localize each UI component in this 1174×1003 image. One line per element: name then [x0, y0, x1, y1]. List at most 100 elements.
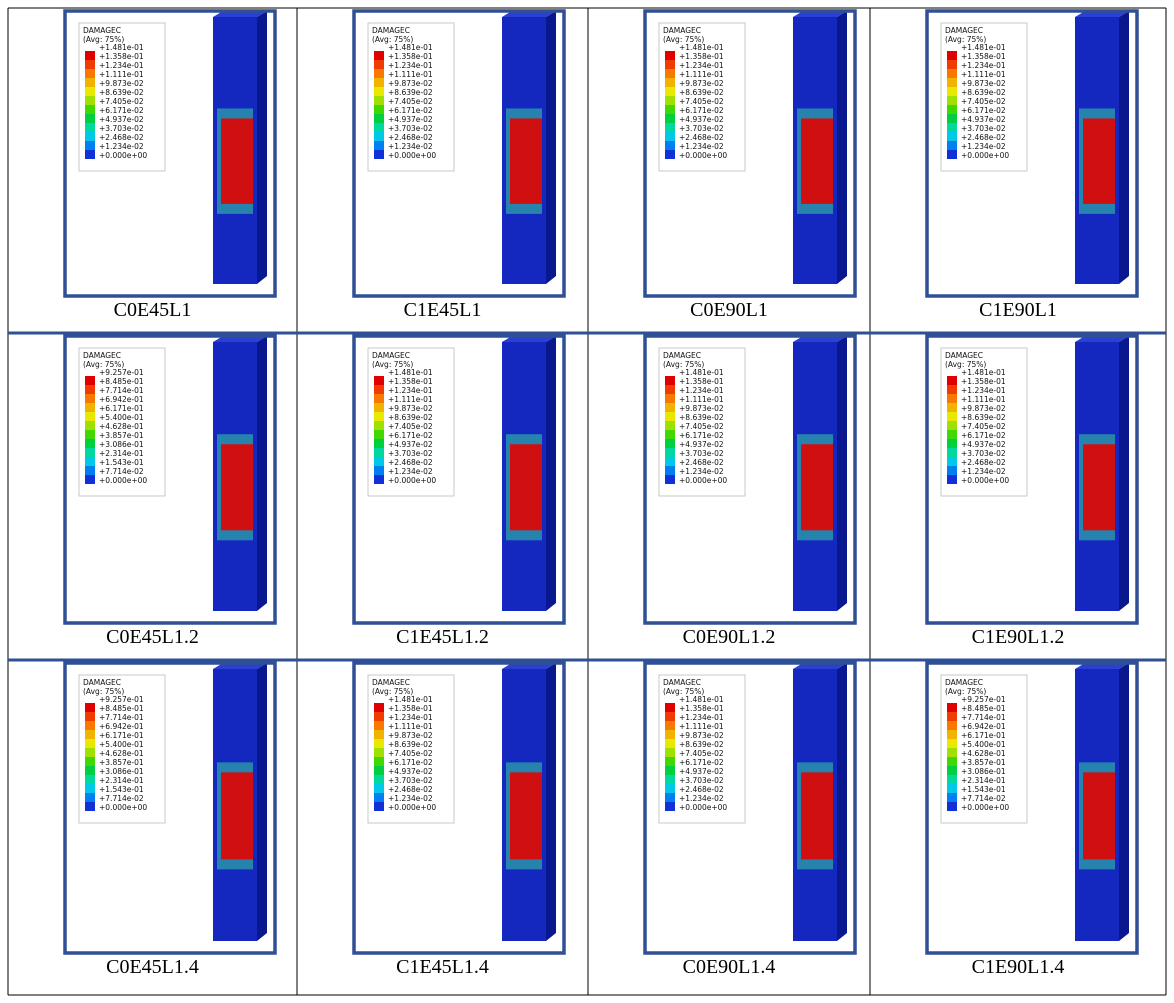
- legend-value: +3.703e-02: [388, 124, 433, 133]
- legend-value: +9.873e-02: [961, 404, 1006, 413]
- legend-title: DAMAGEC: [945, 26, 983, 35]
- legend-swatch: [665, 475, 675, 484]
- legend-swatch: [947, 457, 957, 466]
- legend-value: +0.000e+00: [679, 803, 727, 812]
- legend-value: +0.000e+00: [99, 803, 147, 812]
- legend-swatch: [665, 457, 675, 466]
- damage-zone: [510, 772, 542, 859]
- legend-swatch: [374, 448, 384, 457]
- legend-swatch: [374, 376, 384, 385]
- legend-value: +2.468e-02: [961, 458, 1006, 467]
- legend-value: +7.405e-02: [961, 97, 1006, 106]
- legend-value: +6.171e-02: [99, 106, 144, 115]
- legend-value: +1.111e-01: [679, 395, 724, 404]
- legend-swatch: [947, 793, 957, 802]
- legend-swatch: [665, 376, 675, 385]
- legend-swatch: [947, 105, 957, 114]
- legend-value: +0.000e+00: [99, 151, 147, 160]
- legend-value: +4.937e-02: [388, 115, 433, 124]
- legend-swatch: [665, 412, 675, 421]
- legend-swatch: [85, 766, 95, 775]
- legend-swatch: [947, 439, 957, 448]
- legend-swatch: [85, 439, 95, 448]
- panel: DAMAGEC(Avg: 75%)+1.481e-01+1.358e-01+1.…: [354, 663, 564, 978]
- legend-swatch: [374, 150, 384, 159]
- damage-zone: [510, 118, 542, 203]
- legend-value: +1.481e-01: [388, 368, 433, 377]
- caption: C0E45L1: [114, 299, 192, 321]
- legend-swatch: [374, 457, 384, 466]
- legend-value: +0.000e+00: [961, 803, 1009, 812]
- legend-swatch: [85, 69, 95, 78]
- legend-value: +0.000e+00: [388, 476, 436, 485]
- legend-title: DAMAGEC: [945, 351, 983, 360]
- legend-swatch: [374, 132, 384, 141]
- legend-swatch: [665, 385, 675, 394]
- legend-swatch: [85, 376, 95, 385]
- legend-swatch: [85, 412, 95, 421]
- legend-value: +3.703e-02: [388, 449, 433, 458]
- caption: C1E45L1.4: [396, 956, 489, 978]
- damage-zone: [1083, 118, 1115, 203]
- legend-value: +9.257e-01: [961, 695, 1006, 704]
- legend-swatch: [374, 784, 384, 793]
- legend-value: +3.086e-01: [961, 767, 1006, 776]
- legend-swatch: [947, 114, 957, 123]
- legend-value: +6.942e-01: [99, 722, 144, 731]
- legend-swatch: [665, 466, 675, 475]
- legend-value: +6.171e-02: [679, 758, 724, 767]
- legend-value: +3.086e-01: [99, 440, 144, 449]
- legend-value: +1.358e-01: [388, 52, 433, 61]
- legend-value: +9.873e-02: [961, 79, 1006, 88]
- caption: C1E45L1.2: [396, 626, 489, 648]
- legend-swatch: [374, 430, 384, 439]
- legend-value: +8.639e-02: [388, 88, 433, 97]
- legend-swatch: [947, 141, 957, 150]
- legend-value: +1.234e-01: [388, 713, 433, 722]
- legend-value: +1.481e-01: [961, 368, 1006, 377]
- panel: DAMAGEC(Avg: 75%)+9.257e-01+8.485e-01+7.…: [65, 336, 275, 648]
- legend-value: +1.234e-02: [388, 467, 433, 476]
- legend-swatch: [947, 730, 957, 739]
- legend-swatch: [665, 766, 675, 775]
- legend-swatch: [85, 114, 95, 123]
- legend-value: +6.171e-02: [961, 106, 1006, 115]
- legend-title: DAMAGEC: [945, 678, 983, 687]
- legend-value: +0.000e+00: [99, 476, 147, 485]
- legend-value: +9.873e-02: [388, 79, 433, 88]
- legend-value: +1.358e-01: [388, 704, 433, 713]
- panel: DAMAGEC(Avg: 75%)+1.481e-01+1.358e-01+1.…: [354, 11, 564, 321]
- legend-value: +2.468e-02: [961, 133, 1006, 142]
- legend-value: +1.543e-01: [99, 458, 144, 467]
- legend-swatch: [947, 60, 957, 69]
- legend-swatch: [947, 123, 957, 132]
- legend-value: +7.714e-01: [99, 713, 144, 722]
- legend-title: DAMAGEC: [663, 678, 701, 687]
- caption: C0E45L1.4: [106, 956, 199, 978]
- legend-swatch: [85, 703, 95, 712]
- specimen-side: [1119, 11, 1129, 284]
- specimen-side: [546, 11, 556, 284]
- legend-value: +3.703e-02: [679, 449, 724, 458]
- caption: C0E45L1.2: [106, 626, 199, 648]
- legend-value: +1.481e-01: [961, 43, 1006, 52]
- legend-value: +9.873e-02: [388, 731, 433, 740]
- legend-swatch: [85, 802, 95, 811]
- legend-value: +6.171e-01: [961, 731, 1006, 740]
- legend-value: +9.257e-01: [99, 695, 144, 704]
- legend-value: +2.468e-02: [388, 458, 433, 467]
- legend-value: +1.481e-01: [388, 43, 433, 52]
- legend-swatch: [665, 141, 675, 150]
- legend-value: +1.234e-02: [388, 142, 433, 151]
- legend-swatch: [947, 748, 957, 757]
- caption: C0E90L1.4: [683, 956, 776, 978]
- legend-value: +0.000e+00: [679, 151, 727, 160]
- legend-swatch: [665, 150, 675, 159]
- legend-value: +6.171e-02: [679, 106, 724, 115]
- legend-title: DAMAGEC: [83, 26, 121, 35]
- legend-swatch: [665, 757, 675, 766]
- specimen-side: [546, 663, 556, 941]
- legend-value: +1.234e-02: [388, 794, 433, 803]
- legend-value: +9.873e-02: [99, 79, 144, 88]
- legend-value: +2.468e-02: [679, 785, 724, 794]
